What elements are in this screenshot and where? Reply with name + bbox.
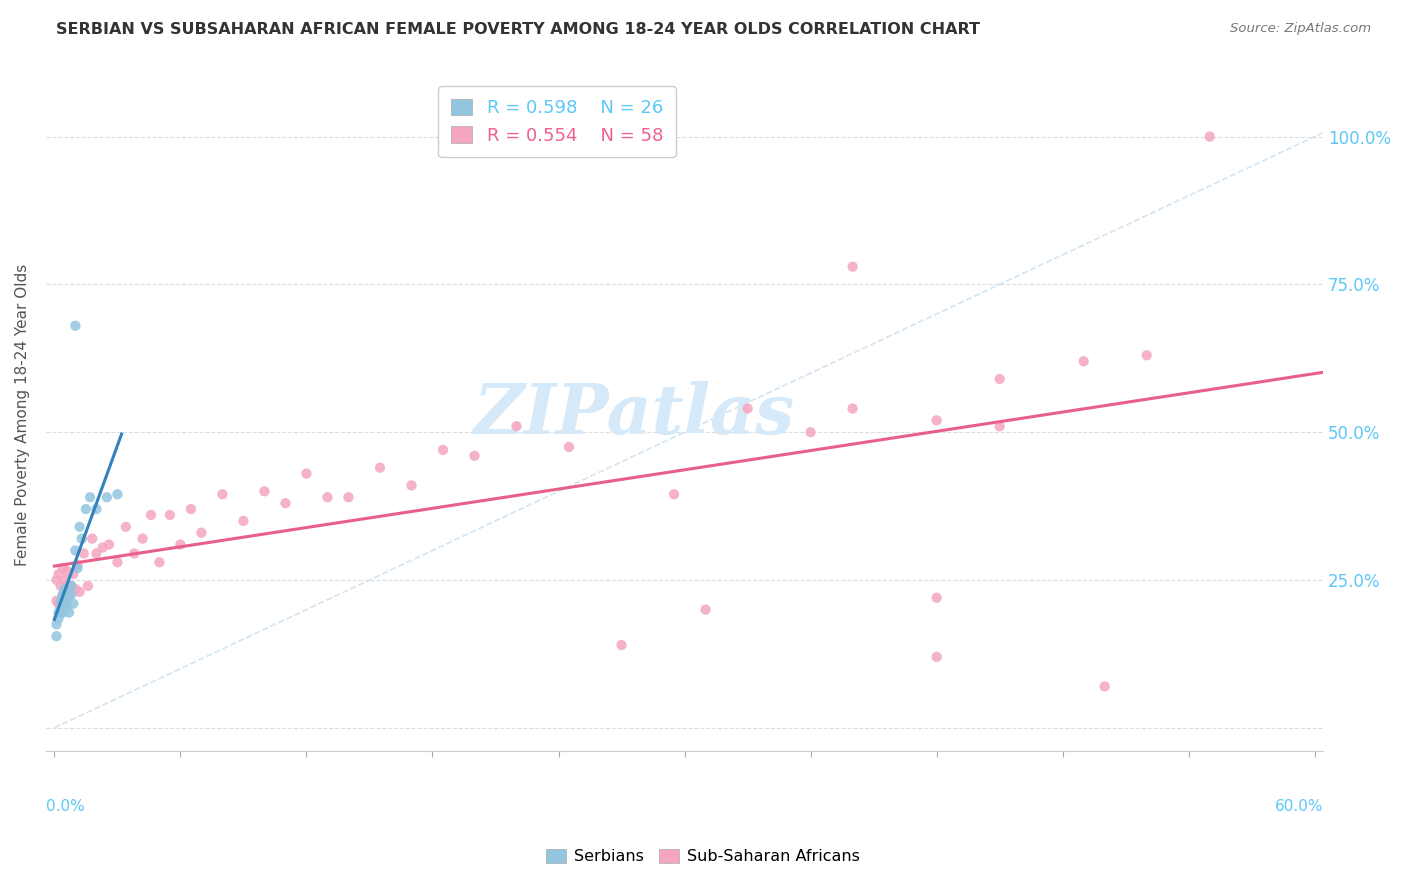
Point bbox=[52, 561, 75, 575]
Point bbox=[211, 487, 233, 501]
Point bbox=[86, 546, 108, 560]
Point bbox=[45, 593, 67, 607]
Point bbox=[463, 449, 485, 463]
Point bbox=[925, 649, 948, 664]
Point bbox=[401, 478, 423, 492]
Point bbox=[65, 582, 87, 596]
Point bbox=[925, 413, 948, 427]
Point bbox=[56, 591, 79, 605]
Point bbox=[131, 532, 153, 546]
Point bbox=[988, 419, 1011, 434]
Point bbox=[48, 567, 70, 582]
Text: SERBIAN VS SUBSAHARAN AFRICAN FEMALE POVERTY AMONG 18-24 YEAR OLDS CORRELATION C: SERBIAN VS SUBSAHARAN AFRICAN FEMALE POV… bbox=[56, 22, 980, 37]
Point bbox=[122, 546, 145, 560]
Point bbox=[139, 508, 162, 522]
Point bbox=[274, 496, 297, 510]
Point bbox=[52, 588, 75, 602]
Point bbox=[58, 588, 80, 602]
Legend: R = 0.598    N = 26, R = 0.554    N = 58: R = 0.598 N = 26, R = 0.554 N = 58 bbox=[439, 87, 676, 157]
Point bbox=[337, 490, 360, 504]
Point bbox=[558, 440, 581, 454]
Y-axis label: Female Poverty Among 18-24 Year Olds: Female Poverty Among 18-24 Year Olds bbox=[15, 263, 30, 566]
Point bbox=[505, 419, 527, 434]
Point bbox=[737, 401, 759, 416]
Point bbox=[49, 593, 72, 607]
Point bbox=[695, 602, 717, 616]
Text: Source: ZipAtlas.com: Source: ZipAtlas.com bbox=[1230, 22, 1371, 36]
Point bbox=[48, 597, 70, 611]
Point bbox=[49, 602, 72, 616]
Point bbox=[66, 561, 89, 575]
Point bbox=[70, 532, 93, 546]
Point bbox=[368, 460, 391, 475]
Point bbox=[52, 606, 75, 620]
Point bbox=[56, 564, 79, 578]
Text: 0.0%: 0.0% bbox=[46, 798, 84, 814]
Point bbox=[96, 490, 118, 504]
Point bbox=[1094, 680, 1116, 694]
Point bbox=[1073, 354, 1095, 368]
Point bbox=[45, 629, 67, 643]
Point bbox=[60, 579, 83, 593]
Point bbox=[79, 490, 101, 504]
Point bbox=[49, 606, 72, 620]
Point bbox=[49, 579, 72, 593]
Point bbox=[53, 597, 76, 611]
Point bbox=[662, 487, 685, 501]
Point bbox=[98, 537, 121, 551]
Point bbox=[69, 584, 91, 599]
Point bbox=[62, 567, 84, 582]
Point bbox=[73, 546, 96, 560]
Point bbox=[232, 514, 254, 528]
Point bbox=[53, 597, 76, 611]
Point bbox=[169, 537, 191, 551]
Point bbox=[56, 599, 79, 614]
Point bbox=[65, 318, 87, 333]
Point bbox=[432, 442, 454, 457]
Text: ZIPatlas: ZIPatlas bbox=[472, 381, 794, 448]
Point bbox=[48, 606, 70, 620]
Point bbox=[52, 588, 75, 602]
Point bbox=[91, 541, 114, 555]
Point bbox=[988, 372, 1011, 386]
Point bbox=[316, 490, 339, 504]
Point bbox=[86, 502, 108, 516]
Point bbox=[1198, 129, 1220, 144]
Point bbox=[62, 597, 84, 611]
Point bbox=[45, 573, 67, 587]
Text: 60.0%: 60.0% bbox=[1275, 798, 1323, 814]
Point bbox=[69, 520, 91, 534]
Legend: Serbians, Sub-Saharan Africans: Serbians, Sub-Saharan Africans bbox=[540, 842, 866, 871]
Point bbox=[53, 582, 76, 596]
Point bbox=[114, 520, 136, 534]
Point bbox=[295, 467, 318, 481]
Point bbox=[190, 525, 212, 540]
Point bbox=[77, 579, 100, 593]
Point bbox=[60, 579, 83, 593]
Point bbox=[66, 558, 89, 573]
Point bbox=[841, 260, 863, 274]
Point bbox=[58, 606, 80, 620]
Point bbox=[841, 401, 863, 416]
Point bbox=[65, 543, 87, 558]
Point bbox=[45, 617, 67, 632]
Point bbox=[1136, 348, 1159, 362]
Point bbox=[159, 508, 181, 522]
Point bbox=[105, 487, 128, 501]
Point bbox=[75, 502, 97, 516]
Point bbox=[180, 502, 202, 516]
Point bbox=[82, 532, 104, 546]
Point bbox=[60, 588, 83, 602]
Point bbox=[105, 555, 128, 569]
Point bbox=[53, 573, 76, 587]
Point bbox=[148, 555, 170, 569]
Point bbox=[925, 591, 948, 605]
Point bbox=[49, 599, 72, 614]
Point bbox=[800, 425, 823, 440]
Point bbox=[610, 638, 633, 652]
Point bbox=[253, 484, 276, 499]
Point bbox=[48, 611, 70, 625]
